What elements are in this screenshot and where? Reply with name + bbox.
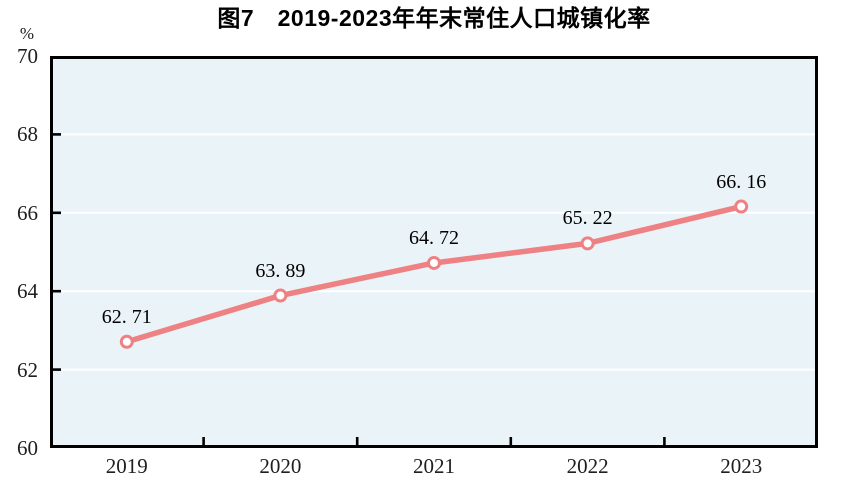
y-axis-unit-label: % <box>19 24 35 43</box>
x-tick-label: 2022 <box>566 454 609 478</box>
x-tick-label: 2021 <box>413 454 455 478</box>
y-tick-label: 64 <box>17 279 38 304</box>
y-tick-label: 60 <box>17 436 38 460</box>
y-tick-label: 66 <box>17 200 38 225</box>
data-label: 65. 22 <box>562 207 613 230</box>
data-label: 63. 89 <box>255 259 306 282</box>
x-tick-label: 2023 <box>720 454 763 478</box>
data-label: 66. 16 <box>716 170 767 193</box>
x-tick-label: 2019 <box>105 454 148 478</box>
y-tick-label: 62 <box>17 357 38 382</box>
y-tick-label: 70 <box>17 44 38 68</box>
data-label: 62. 71 <box>101 305 152 328</box>
x-tick-label: 2020 <box>259 454 302 478</box>
plot-area <box>50 56 818 448</box>
data-label: 64. 72 <box>409 226 459 249</box>
chart-title: 图7 2019-2023年年末常住人口城镇化率 <box>217 5 651 31</box>
y-tick-label: 68 <box>17 122 38 147</box>
